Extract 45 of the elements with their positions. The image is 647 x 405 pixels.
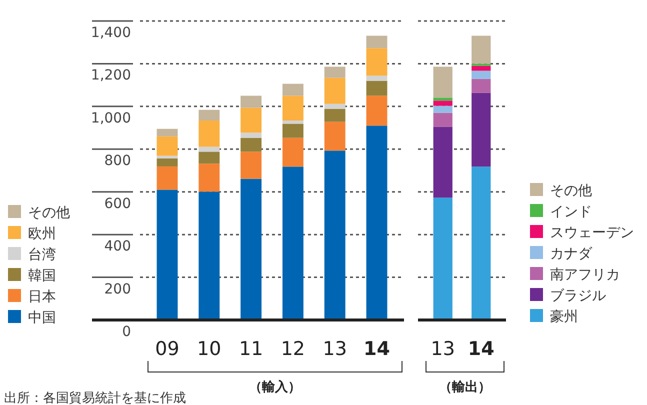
x-axis-title: （輸出） xyxy=(439,380,491,395)
bar xyxy=(472,166,491,320)
bar xyxy=(472,36,491,64)
legend-label: 南アフリカ xyxy=(550,267,620,283)
y-tick-label: 1,200 xyxy=(90,68,131,84)
legend-label: 台湾 xyxy=(28,247,56,263)
legend-label: カナダ xyxy=(550,246,593,262)
y-tick-label: 1,400 xyxy=(90,25,131,41)
bar xyxy=(472,78,491,93)
x-tick-label: 09 xyxy=(155,338,180,360)
bar xyxy=(433,100,452,106)
bar xyxy=(472,92,491,167)
bar xyxy=(433,106,452,113)
legend-label: 韓国 xyxy=(28,268,56,284)
x-tick-label: 11 xyxy=(238,338,264,360)
bar xyxy=(472,66,491,71)
y-tick-label: 200 xyxy=(104,281,131,298)
x-tick-label: 14 xyxy=(364,338,390,360)
legend-label: 欧州 xyxy=(28,226,56,242)
legend-label: スウェーデン xyxy=(550,225,634,241)
bar xyxy=(433,112,452,127)
text: 出所：各国貿易統計を基に作成 xyxy=(4,391,186,405)
x-tick-label: 14 xyxy=(468,338,494,360)
x-tick-label: 12 xyxy=(280,338,306,360)
bar xyxy=(433,66,452,98)
bar xyxy=(472,70,491,79)
bar xyxy=(433,198,452,320)
y-tick-label: 0 xyxy=(122,324,131,340)
legend-label: その他 xyxy=(28,205,70,221)
y-tick-label: 400 xyxy=(104,238,131,255)
legend-label: インド xyxy=(550,204,592,220)
x-tick-label: 10 xyxy=(197,338,222,360)
bar xyxy=(433,98,452,101)
legend-label: 豪州 xyxy=(550,309,578,325)
legend-label: 日本 xyxy=(28,289,56,305)
y-tick-label: 800 xyxy=(104,153,131,170)
x-tick-label: 13 xyxy=(322,338,347,360)
y-tick-label: 1,000 xyxy=(90,110,131,126)
legend-label: ブラジル xyxy=(550,288,606,304)
x-axis-title: （輸入） xyxy=(249,379,301,395)
legend-label: その他 xyxy=(550,183,592,199)
x-tick-label: 13 xyxy=(430,338,455,360)
bar xyxy=(433,126,452,198)
y-tick-label: 600 xyxy=(104,196,131,212)
legend-label: 中国 xyxy=(28,310,56,326)
